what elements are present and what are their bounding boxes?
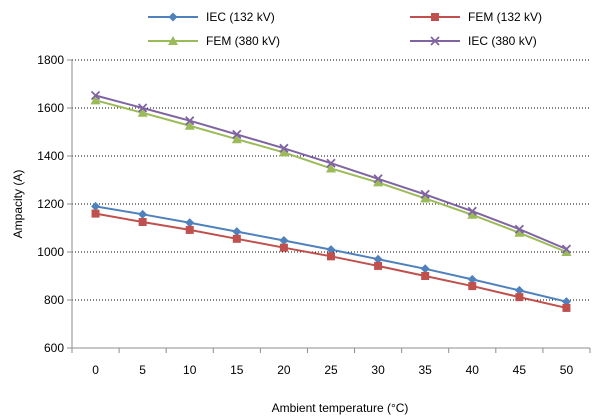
x-tick-label-35: 35: [419, 363, 433, 377]
data-point-s1-x25: [327, 252, 335, 261]
data-point-s2-x45: [514, 227, 525, 237]
data-point-s2-x15: [231, 134, 242, 144]
data-point-s0-x40: [467, 274, 477, 284]
data-point-s0-x10: [185, 218, 195, 228]
y-tick-label-600: 600: [44, 341, 64, 355]
data-point-s0-x25: [326, 245, 336, 255]
data-point-s3-x25: [326, 158, 336, 168]
data-point-s3-x0-stroke-b: [90, 90, 101, 101]
data-point-s1-x40: [468, 282, 477, 291]
legend-label-1: FEM (132 kV): [468, 10, 542, 24]
legend-label-2: FEM (380 kV): [206, 34, 280, 48]
data-point-s2-x35: [420, 193, 431, 203]
data-point-s0-x15: [232, 227, 242, 237]
legend: IEC (132 kV) FEM (132 kV) FEM (380 kV) IEC …: [148, 10, 542, 48]
x-tick-label-25: 25: [324, 363, 338, 377]
series-line-2: [95, 99, 567, 253]
x-tick-label-40: 40: [466, 363, 480, 377]
data-point-s0-x0: [91, 201, 101, 211]
data-point-s2-x50: [561, 247, 572, 256]
data-point-s1-x15: [232, 234, 241, 243]
data-point-s1-x35: [421, 272, 430, 280]
data-point-s1-x45: [515, 293, 524, 302]
data-point-s3-x5-stroke-b: [137, 103, 148, 113]
data-point-s0-x45: [514, 285, 524, 295]
data-point-s0-x35: [420, 264, 430, 274]
data-point-s0-x30: [373, 254, 383, 264]
data-point-s3-x5: [137, 103, 148, 113]
data-point-s3-x40: [467, 206, 477, 216]
data-point-s3-x35: [420, 189, 430, 200]
x-tick-label-0: 0: [92, 363, 99, 377]
data-point-s3-x30-stroke-b: [373, 174, 383, 184]
legend-marker-0: [168, 12, 178, 22]
data-point-s3-x50-stroke-b: [561, 244, 572, 254]
data-point-s1-x50: [562, 303, 571, 312]
x-tick-label-15: 15: [230, 363, 244, 377]
data-point-s3-x40-stroke-b: [467, 206, 477, 216]
data-point-s3-x50: [561, 244, 572, 254]
data-point-s1-x10: [185, 225, 194, 234]
y-axis-label: Ampacity (A): [11, 170, 25, 239]
legend-item-1: FEM (132 kV): [410, 10, 542, 24]
data-point-s3-x15-stroke-b: [232, 129, 242, 140]
data-point-s3-x15: [232, 129, 242, 140]
data-point-s2-x5: [137, 107, 148, 117]
data-point-s3-x10: [185, 116, 195, 126]
data-point-s2-x10: [184, 120, 195, 130]
legend-marker-2: [168, 36, 178, 45]
axes: 600 800 1000 1200 1400 1600 1800 0 5 10 15 20 25 30 35…: [37, 53, 591, 377]
y-tick-label-1600: 1600: [37, 101, 64, 115]
series-line-1: [95, 212, 567, 309]
legend-marker-1: [431, 13, 439, 21]
data-point-s2-x25: [326, 163, 336, 173]
y-tick-label-1800: 1800: [37, 53, 64, 67]
x-tick-label-10: 10: [183, 363, 197, 377]
y-tick-label-1400: 1400: [37, 149, 64, 163]
data-point-s3-x0: [90, 90, 101, 101]
data-point-s1-x30: [374, 261, 383, 270]
legend-marker-3: [430, 36, 440, 46]
x-tick-label-50: 50: [560, 363, 574, 377]
data-point-s2-x40: [467, 209, 478, 219]
legend-label-3: IEC (380 kV): [468, 34, 537, 48]
series-1: [91, 209, 571, 312]
data-point-s3-x30: [373, 174, 383, 184]
data-point-s0-x20: [279, 235, 289, 245]
y-tick-label-800: 800: [44, 293, 64, 307]
legend-item-2: FEM (380 kV): [148, 34, 280, 48]
x-tick-label-5: 5: [139, 363, 146, 377]
data-point-s1-x20: [279, 243, 288, 252]
y-tick-label-1000: 1000: [37, 245, 64, 259]
data-point-s3-x45: [514, 224, 525, 234]
data-point-s0-x5: [138, 209, 148, 219]
x-tick-label-30: 30: [371, 363, 385, 377]
data-point-s1-x0: [91, 209, 100, 218]
legend-marker-3-stroke-b: [430, 36, 440, 46]
data-point-s3-x35-stroke-b: [420, 189, 430, 200]
data-point-s3-x20-stroke-b: [279, 143, 289, 153]
data-point-s3-x10-stroke-b: [185, 116, 195, 126]
data-point-s2-x30: [373, 177, 384, 187]
series-lines: [90, 90, 572, 312]
data-point-s1-x5: [138, 218, 147, 226]
data-point-s3-x25-stroke-b: [326, 158, 336, 168]
legend-label-0: IEC (132 kV): [206, 10, 275, 24]
legend-item-3: IEC (380 kV): [410, 34, 537, 48]
gridlines: [72, 59, 590, 301]
y-tick-label-1200: 1200: [37, 197, 64, 211]
data-point-s2-x0: [90, 95, 101, 105]
data-point-s3-x20: [279, 143, 289, 153]
x-tick-label-20: 20: [277, 363, 291, 377]
legend-item-0: IEC (132 kV): [148, 10, 275, 24]
data-point-s2-x20: [278, 147, 289, 157]
series-3: [90, 90, 572, 254]
x-axis-label: Ambient temperature (°C): [272, 401, 409, 415]
x-tick-label-45: 45: [513, 363, 527, 377]
series-2: [90, 95, 572, 256]
data-point-s3-x45-stroke-b: [514, 224, 525, 234]
series-0: [91, 201, 571, 307]
